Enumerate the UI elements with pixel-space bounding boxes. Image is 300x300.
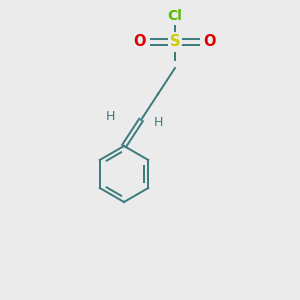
Text: S: S [170,34,180,50]
Text: H: H [153,116,163,130]
Text: Cl: Cl [168,9,182,23]
Text: O: O [134,34,146,50]
Text: H: H [105,110,115,124]
Text: O: O [204,34,216,50]
